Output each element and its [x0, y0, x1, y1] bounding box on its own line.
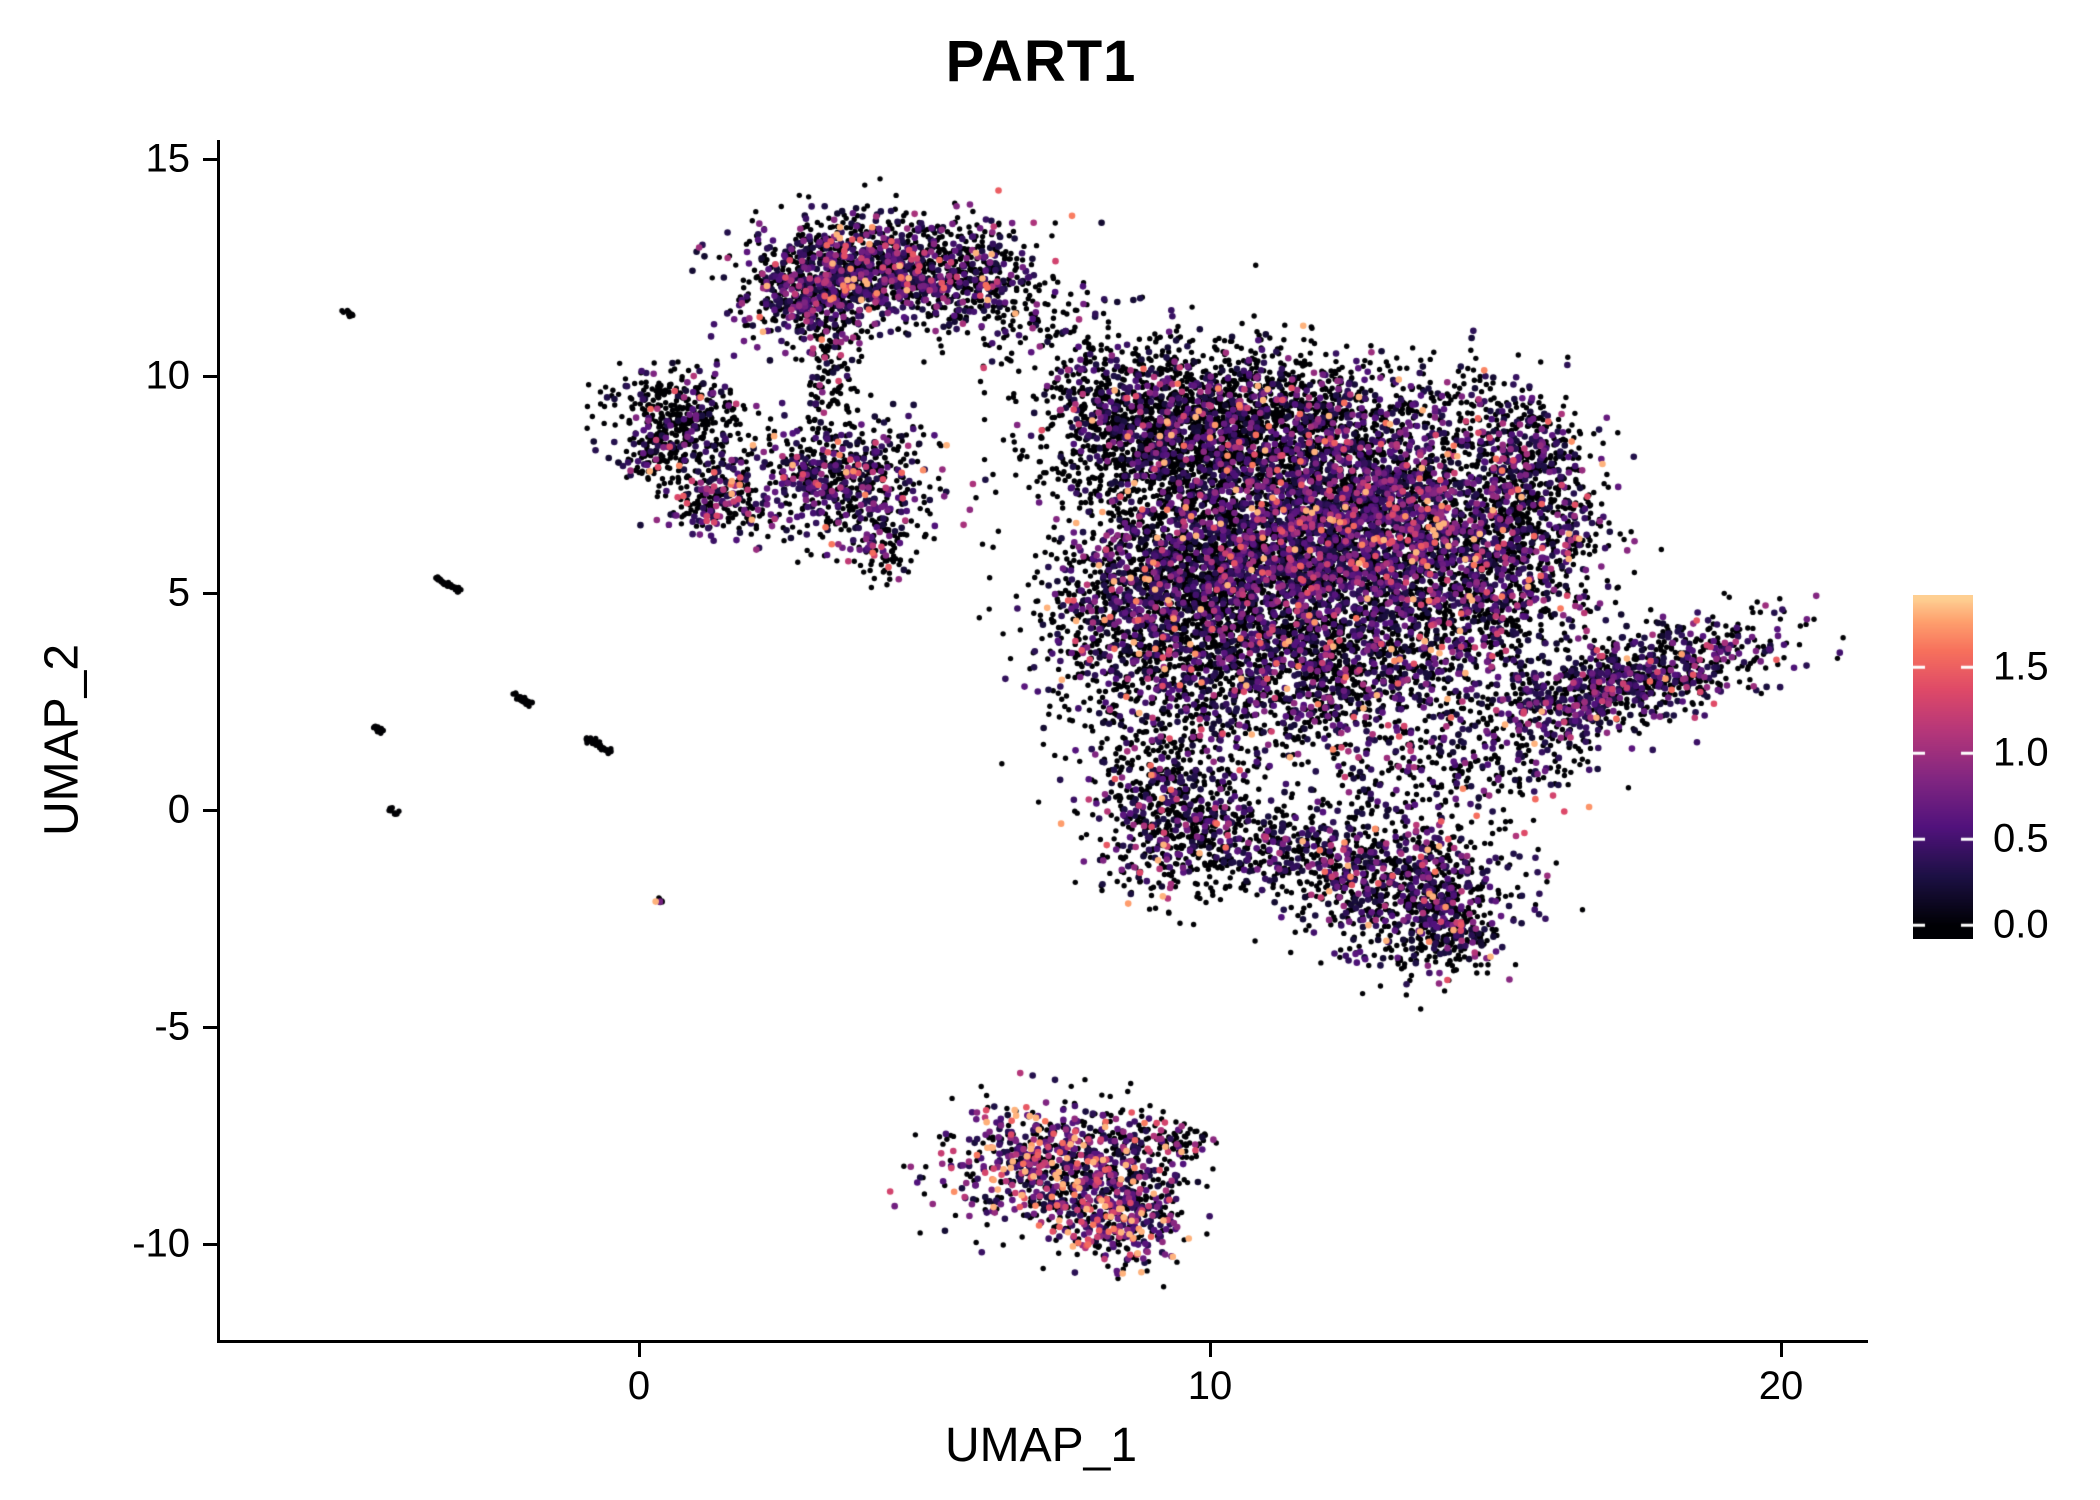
x-tick-label: 20: [1758, 1364, 1804, 1408]
colorbar-tick-label: 1.5: [1993, 644, 2049, 689]
y-tick-mark: [203, 808, 217, 812]
y-tick-label: 15: [145, 136, 191, 181]
x-tick-label: 0: [627, 1364, 651, 1408]
y-tick-label: 10: [145, 353, 191, 398]
colorbar-tick-label: 0.0: [1993, 902, 2049, 947]
x-axis-line: [217, 1340, 1868, 1343]
x-axis-label: UMAP_1: [944, 1419, 1138, 1472]
y-tick-mark: [203, 374, 217, 378]
x-tick-mark: [1208, 1343, 1212, 1357]
y-axis-line: [217, 140, 220, 1343]
y-tick-label: -10: [132, 1221, 190, 1266]
y-tick-mark: [203, 1025, 217, 1029]
y-axis-label: UMAP_2: [35, 643, 89, 837]
y-tick-mark: [203, 157, 217, 161]
y-tick-mark: [203, 591, 217, 595]
y-tick-label: 0: [167, 787, 190, 832]
x-tick-label: 10: [1187, 1364, 1233, 1408]
x-tick-mark: [1779, 1343, 1783, 1357]
colorbar-tick-label: 1.0: [1993, 730, 2049, 775]
colorbar-gradient: [1913, 595, 1973, 939]
colorbar-tick-label: 0.5: [1993, 816, 2049, 861]
y-tick-label: -5: [154, 1004, 190, 1049]
x-tick-mark: [637, 1343, 641, 1357]
y-tick-mark: [203, 1242, 217, 1246]
y-tick-label: 5: [167, 570, 190, 615]
